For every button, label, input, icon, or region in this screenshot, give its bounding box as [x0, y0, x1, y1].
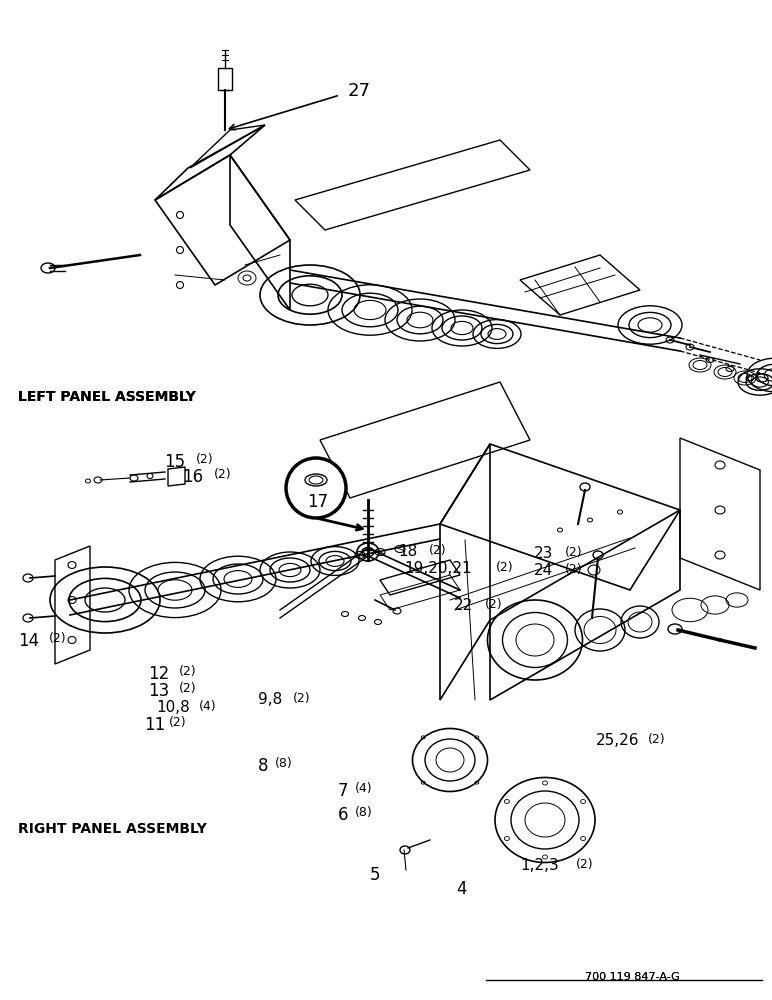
- Text: (2): (2): [485, 598, 503, 611]
- Text: RIGHT PANEL ASSEMBLY: RIGHT PANEL ASSEMBLY: [18, 822, 207, 836]
- Text: 8: 8: [258, 757, 269, 775]
- Text: 15: 15: [164, 453, 185, 471]
- Text: LEFT PANEL ASSEMBLY: LEFT PANEL ASSEMBLY: [18, 390, 196, 404]
- Text: 12: 12: [148, 665, 169, 683]
- Text: 16: 16: [182, 468, 203, 486]
- Text: (4): (4): [355, 782, 373, 795]
- Text: 7: 7: [338, 782, 348, 800]
- Text: 700 119 847-A-G: 700 119 847-A-G: [585, 972, 680, 982]
- Text: (2): (2): [429, 544, 447, 557]
- Text: 27: 27: [348, 82, 371, 100]
- Text: 24: 24: [534, 563, 554, 578]
- Text: 22: 22: [454, 598, 473, 613]
- Text: (2): (2): [648, 733, 665, 746]
- Text: (2): (2): [214, 468, 232, 481]
- Text: (2): (2): [496, 561, 513, 574]
- Text: 13: 13: [148, 682, 169, 700]
- Text: (2): (2): [196, 453, 214, 466]
- Text: 25,26: 25,26: [596, 733, 639, 748]
- Text: (2): (2): [576, 858, 594, 871]
- Text: (2): (2): [179, 682, 197, 695]
- Text: 6: 6: [338, 806, 348, 824]
- Ellipse shape: [305, 474, 327, 486]
- Text: (2): (2): [49, 632, 66, 645]
- Text: 10,8: 10,8: [156, 700, 190, 715]
- Text: (2): (2): [293, 692, 310, 705]
- Circle shape: [286, 458, 346, 518]
- Text: 17: 17: [307, 493, 329, 511]
- Text: 700 119 847-A-G: 700 119 847-A-G: [585, 972, 680, 982]
- Text: 9,8: 9,8: [258, 692, 283, 707]
- Text: (8): (8): [275, 757, 293, 770]
- Text: (2): (2): [565, 563, 583, 576]
- Text: (2): (2): [169, 716, 187, 729]
- Text: (2): (2): [565, 546, 583, 559]
- Text: (8): (8): [355, 806, 373, 819]
- Text: 23: 23: [534, 546, 554, 561]
- Text: LEFT PANEL ASSEMBLY: LEFT PANEL ASSEMBLY: [18, 390, 196, 404]
- Text: 19,20,21: 19,20,21: [404, 561, 472, 576]
- Text: 11: 11: [144, 716, 165, 734]
- Text: (4): (4): [199, 700, 217, 713]
- Text: 5: 5: [370, 866, 381, 884]
- Text: (2): (2): [179, 665, 197, 678]
- Text: 18: 18: [398, 544, 417, 559]
- Text: 1,2,3: 1,2,3: [520, 858, 559, 873]
- Text: 14: 14: [18, 632, 39, 650]
- Text: 4: 4: [456, 880, 466, 898]
